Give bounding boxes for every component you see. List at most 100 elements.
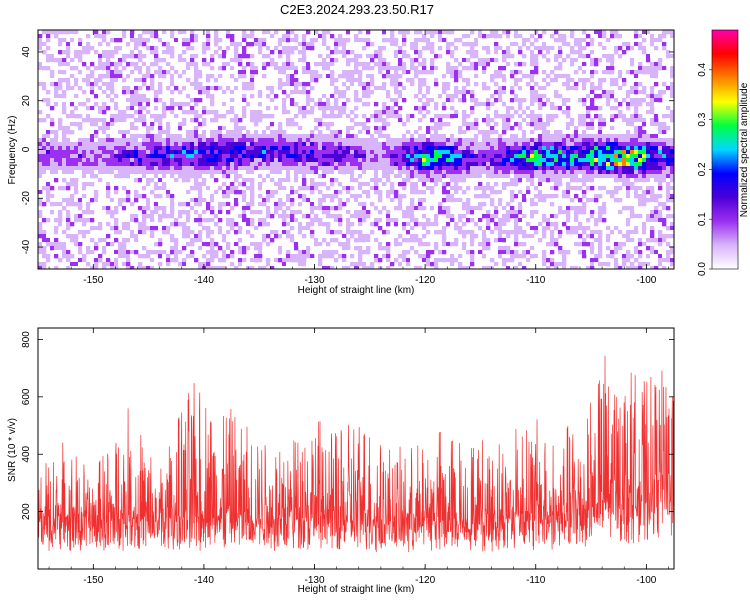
heatmap-cell (286, 202, 291, 207)
heatmap-cell (282, 130, 287, 135)
heatmap-cell (158, 138, 163, 143)
heatmap-cell (418, 118, 423, 123)
heatmap-cell (498, 98, 503, 103)
heatmap-cell (350, 138, 355, 143)
heatmap-cell (78, 114, 83, 119)
heatmap-cell (62, 130, 67, 135)
heatmap-cell (350, 106, 355, 111)
heatmap-cell (470, 86, 475, 91)
heatmap-cell (426, 242, 431, 247)
heatmap-cell (282, 66, 287, 71)
heatmap-cell (514, 230, 519, 235)
heatmap-cell (482, 138, 487, 143)
heatmap-cell (530, 226, 535, 231)
heatmap-cell (470, 130, 475, 135)
heatmap-cell (258, 42, 263, 47)
heatmap-cell (82, 142, 87, 147)
heatmap-cell (306, 146, 311, 151)
heatmap-cell (174, 86, 179, 91)
heatmap-cell (70, 62, 75, 67)
heatmap-cell (362, 238, 367, 243)
heatmap-cell (346, 126, 351, 131)
heatmap-cell (358, 214, 363, 219)
heatmap-cell (414, 66, 419, 71)
heatmap-cell (106, 174, 111, 179)
heatmap-cell (194, 138, 199, 143)
heatmap-cell (54, 134, 59, 139)
heatmap-cell (514, 214, 519, 219)
heatmap-cell (374, 190, 379, 195)
heatmap-cell (90, 158, 95, 163)
heatmap-cell (530, 182, 535, 187)
heatmap-cell (222, 202, 227, 207)
heatmap-cell (322, 206, 327, 211)
heatmap-cell (426, 138, 431, 143)
heatmap-cell (218, 182, 223, 187)
heatmap-cell (230, 118, 235, 123)
heatmap-cell (346, 146, 351, 151)
heatmap-cell (82, 262, 87, 267)
heatmap-cell (42, 170, 47, 175)
heatmap-cell (234, 190, 239, 195)
heatmap-cell (258, 134, 263, 139)
heatmap-cell (454, 94, 459, 99)
heatmap-cell (266, 54, 271, 59)
heatmap-cell (514, 238, 519, 243)
heatmap-cell (498, 66, 503, 71)
heatmap-cell (478, 238, 483, 243)
heatmap-cell (386, 194, 391, 199)
heatmap-cell (58, 150, 63, 155)
heatmap-cell (438, 130, 443, 135)
heatmap-cell (106, 86, 111, 91)
heatmap-cell (38, 254, 43, 259)
heatmap-cell (50, 194, 55, 199)
heatmap-cell (202, 246, 207, 251)
heatmap-cell (98, 118, 103, 123)
heatmap-cell (314, 214, 319, 219)
heatmap-cell (326, 78, 331, 83)
heatmap-cell (490, 202, 495, 207)
heatmap-cell (106, 130, 111, 135)
heatmap-cell (522, 122, 527, 127)
heatmap-cell (506, 182, 511, 187)
heatmap-cell (478, 218, 483, 223)
heatmap-cell (402, 122, 407, 127)
heatmap-cell (286, 94, 291, 99)
heatmap-cell (418, 182, 423, 187)
heatmap-cell (438, 138, 443, 143)
heatmap-cell (182, 170, 187, 175)
heatmap-cell (310, 146, 315, 151)
heatmap-cell (278, 190, 283, 195)
heatmap-cell (410, 186, 415, 191)
heatmap-cell (446, 42, 451, 47)
heatmap-cell (166, 126, 171, 131)
heatmap-cell (78, 202, 83, 207)
heatmap-cell (382, 238, 387, 243)
heatmap-cell (110, 90, 115, 95)
heatmap-cell (194, 218, 199, 223)
heatmap-cell (418, 198, 423, 203)
heatmap-cell (150, 266, 155, 269)
heatmap-cell (262, 202, 267, 207)
heatmap-cell (362, 134, 367, 139)
heatmap-cell (334, 214, 339, 219)
heatmap-cell (258, 258, 263, 263)
heatmap-cell (402, 158, 407, 163)
heatmap-cell (62, 106, 67, 111)
heatmap-cell (462, 222, 467, 227)
heatmap-cell (526, 138, 531, 143)
heatmap-cell (350, 162, 355, 167)
heatmap-cell (334, 126, 339, 131)
heatmap-cell (494, 58, 499, 63)
heatmap-cell (262, 250, 267, 255)
heatmap-cell (294, 150, 299, 155)
heatmap-cell (242, 162, 247, 167)
heatmap-cell (258, 66, 263, 71)
heatmap-cell (198, 194, 203, 199)
heatmap-cell (222, 226, 227, 231)
heatmap-cell (66, 170, 71, 175)
heatmap-cell (262, 74, 267, 79)
heatmap-cell (250, 142, 255, 147)
heatmap-cell (390, 150, 395, 155)
heatmap-cell (466, 154, 471, 159)
